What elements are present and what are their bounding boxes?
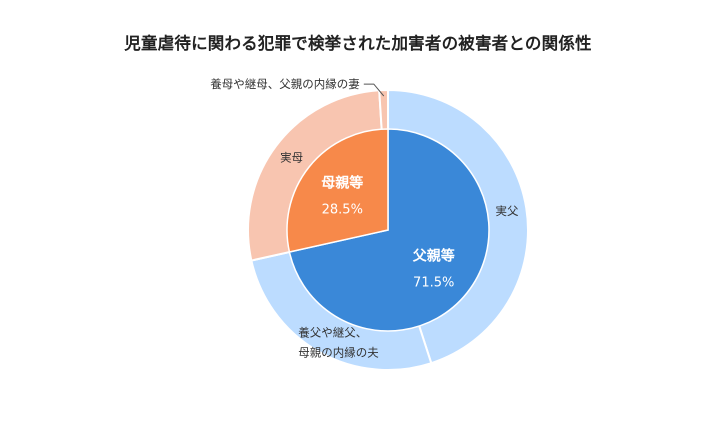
inner-label-1: 父親等 [412, 248, 455, 265]
inner-value-2: 28.5% [322, 202, 363, 217]
inner-label-2: 母親等 [321, 174, 363, 191]
outer-label-4: 養母や継母、父親の内縁の妻 [210, 77, 360, 91]
outer-label-3: 実母 [280, 151, 303, 165]
inner-slice-1 [288, 128, 490, 332]
outer-label-2-line-2: 母親の内縁の夫 [298, 346, 379, 360]
inner-ring [286, 128, 490, 332]
inner-value-1: 71.5% [413, 276, 454, 291]
outer-label-2-line-1: 養父や継父、 [298, 326, 367, 340]
chart-title: 児童虐待に関わる犯罪で検挙された加害者の被害者との関係性 [124, 34, 592, 53]
inner-slice-2 [286, 128, 389, 253]
callout-line-4 [363, 83, 385, 97]
outer-label-1: 実父 [496, 204, 519, 218]
